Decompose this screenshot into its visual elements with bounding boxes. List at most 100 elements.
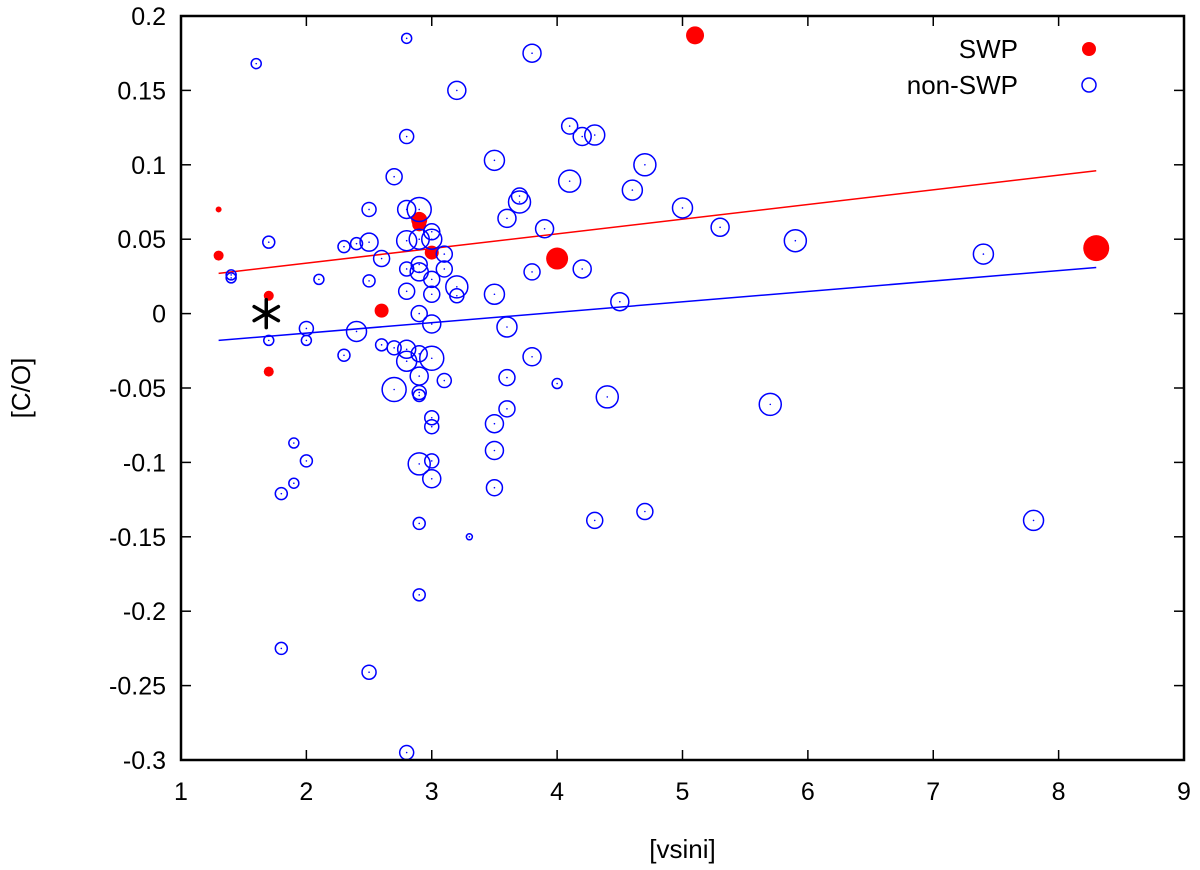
non-swp-point-center bbox=[430, 230, 433, 233]
non-swp-point bbox=[422, 469, 442, 489]
non-swp-point bbox=[783, 228, 808, 253]
non-swp-point-center bbox=[405, 360, 408, 363]
y-tick-label: 0 bbox=[152, 301, 166, 329]
non-swp-point bbox=[671, 197, 694, 219]
y-tick-label: 0.1 bbox=[131, 152, 166, 180]
non-swp-point-center bbox=[305, 339, 308, 342]
non-swp-point-center bbox=[418, 375, 421, 377]
non-swp-point-center bbox=[280, 492, 283, 495]
non-swp-point-center bbox=[305, 327, 308, 330]
sun-asterisk-icon bbox=[252, 297, 281, 330]
non-swp-point bbox=[362, 274, 376, 288]
non-swp-point-center bbox=[430, 278, 433, 281]
non-swp-point bbox=[424, 410, 440, 426]
non-swp-point bbox=[436, 372, 453, 389]
swp-point bbox=[263, 366, 274, 377]
non-swp-point bbox=[406, 196, 432, 223]
non-swp-point-center bbox=[518, 195, 521, 197]
non-swp-point bbox=[422, 314, 442, 334]
non-swp-point bbox=[299, 454, 314, 468]
non-swp-point bbox=[288, 437, 300, 449]
non-swp-point bbox=[551, 377, 563, 390]
non-swp-point-center bbox=[506, 217, 508, 220]
y-axis-title: [C/O] bbox=[6, 358, 36, 419]
non-swp-point bbox=[412, 516, 426, 531]
non-swp-point-center bbox=[405, 751, 408, 754]
non-swp-point bbox=[412, 388, 426, 403]
non-swp-point-center bbox=[318, 278, 320, 281]
non-swp-point-center bbox=[493, 486, 496, 489]
non-swp-point-center bbox=[368, 208, 370, 211]
non-swp-point-center bbox=[531, 271, 533, 273]
non-swp-point-center bbox=[456, 286, 458, 288]
non-swp-point bbox=[621, 179, 644, 201]
legend-swp-label: SWP bbox=[959, 34, 1018, 64]
x-tick-label: 9 bbox=[1177, 778, 1191, 806]
non-swp-point-center bbox=[293, 442, 295, 444]
non-swp-point-center bbox=[293, 482, 295, 485]
non-swp-point bbox=[507, 190, 532, 214]
non-swp-point-center bbox=[430, 477, 433, 480]
swp-point bbox=[215, 206, 222, 213]
non-swp-point bbox=[447, 80, 467, 101]
non-swp-point-center bbox=[769, 403, 772, 406]
non-swp-point-center bbox=[982, 253, 985, 255]
non-swp-point bbox=[585, 511, 604, 530]
non-swp-point bbox=[372, 249, 391, 268]
non-swp-point bbox=[583, 124, 606, 146]
y-tick-label: -0.15 bbox=[109, 524, 166, 552]
non-swp-point bbox=[359, 232, 379, 252]
non-swp-point-center bbox=[230, 277, 232, 279]
non-swp-point-center bbox=[443, 268, 446, 270]
non-swp-point-center bbox=[368, 671, 370, 674]
non-swp-point bbox=[410, 304, 428, 323]
non-swp-point bbox=[300, 334, 313, 347]
non-swp-point-center bbox=[581, 135, 583, 138]
non-swp-point bbox=[274, 486, 289, 501]
non-swp-point-center bbox=[443, 253, 446, 255]
non-swp-point-center bbox=[568, 125, 571, 127]
non-swp-point-center bbox=[506, 376, 508, 379]
non-swp-point-center bbox=[794, 239, 797, 242]
non-swp-point bbox=[225, 272, 237, 284]
non-swp-point bbox=[636, 502, 654, 521]
non-swp-point bbox=[419, 345, 445, 371]
non-swp-point bbox=[522, 347, 542, 367]
non-swp-point-center bbox=[368, 280, 370, 282]
non-swp-point bbox=[534, 219, 555, 239]
swp-point bbox=[374, 303, 389, 318]
non-swp-point-center bbox=[644, 164, 646, 166]
x-axis-title: [vsini] bbox=[649, 834, 715, 864]
non-swp-point-center bbox=[456, 89, 458, 92]
non-swp-point-center bbox=[418, 312, 421, 315]
non-swp-point-center bbox=[430, 425, 433, 428]
non-swp-point-center bbox=[418, 522, 421, 525]
non-swp-point bbox=[710, 217, 730, 238]
non-swp-point-center bbox=[368, 241, 370, 243]
non-swp-point bbox=[274, 641, 289, 656]
non-swp-point bbox=[263, 334, 275, 347]
non-swp-point bbox=[397, 282, 416, 301]
non-swp-point bbox=[435, 260, 454, 278]
non-swp-point bbox=[396, 339, 417, 360]
y-tick-label: -0.3 bbox=[123, 747, 166, 775]
non-swp-point-center bbox=[230, 274, 232, 276]
plot-frame bbox=[179, 14, 1186, 762]
legend-nonswp-label: non-SWP bbox=[907, 70, 1018, 100]
non-swp-point-center bbox=[493, 422, 496, 425]
sun-asterisk-stroke bbox=[252, 304, 281, 323]
non-swp-point-center bbox=[681, 207, 684, 209]
non-swp-point bbox=[337, 348, 351, 363]
non-swp-point bbox=[449, 287, 465, 304]
non-swp-point bbox=[349, 236, 364, 251]
x-tick-label: 4 bbox=[550, 778, 564, 806]
x-tick-label: 5 bbox=[676, 778, 690, 806]
non-swp-point bbox=[337, 239, 351, 254]
non-swp-point-center bbox=[644, 510, 646, 513]
non-swp-point bbox=[225, 269, 237, 281]
non-swp-point bbox=[423, 285, 441, 304]
non-swp-point-center bbox=[493, 449, 496, 452]
non-swp-point-center bbox=[355, 242, 358, 245]
non-swp-point-center bbox=[418, 394, 421, 397]
legend-swp-marker bbox=[1082, 42, 1096, 56]
